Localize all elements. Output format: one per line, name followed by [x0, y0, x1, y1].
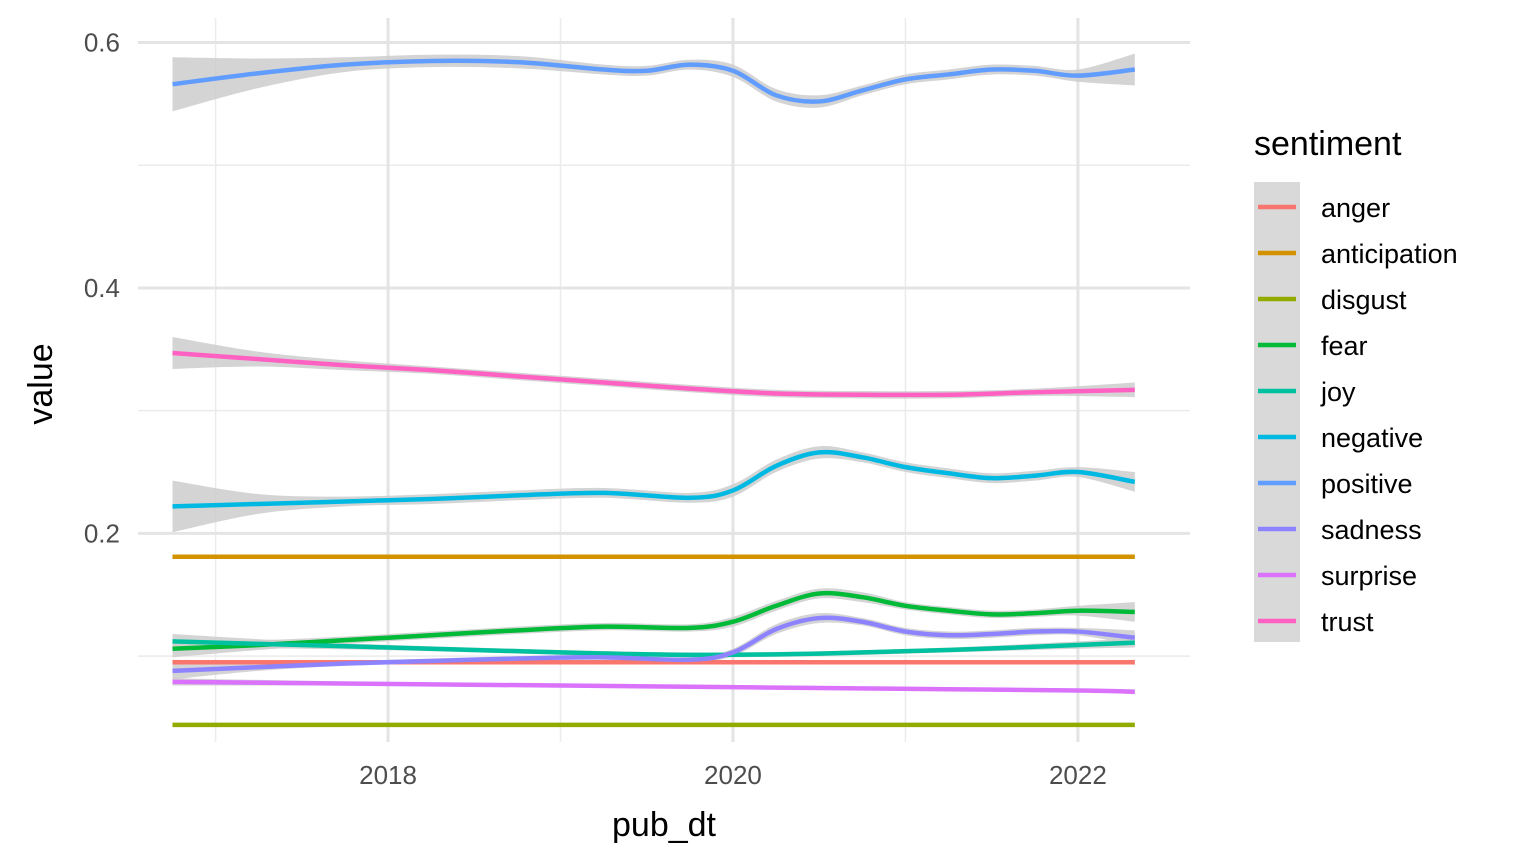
y-axis-title: value [22, 343, 60, 424]
series-line-negative [172, 449, 1136, 509]
x-tick-label: 2022 [1049, 760, 1107, 790]
confidence-band-negative [172, 446, 1135, 533]
grid-lines [138, 18, 1190, 742]
y-tick-label: 0.4 [84, 273, 120, 303]
legend-label-anticipation: anticipation [1321, 239, 1458, 269]
legend-title: sentiment [1254, 125, 1402, 163]
legend-label-sadness: sadness [1321, 515, 1422, 545]
legend-label-negative: negative [1321, 423, 1423, 453]
y-tick-label: 0.6 [84, 28, 120, 58]
legend-label-trust: trust [1321, 607, 1374, 637]
legend-label-disgust: disgust [1321, 285, 1407, 315]
x-axis-title: pub_dt [612, 806, 717, 844]
legend: sentiment anger anticipation disgust fear jo… [1254, 125, 1458, 642]
legend-label-joy: joy [1320, 377, 1356, 407]
legend-label-surprise: surprise [1321, 561, 1417, 591]
series-line-trust [172, 350, 1135, 398]
y-axis-ticks: 0.2 0.4 0.6 [84, 28, 120, 549]
legend-label-positive: positive [1321, 469, 1413, 499]
series-line-sadness [172, 615, 1136, 674]
x-tick-label: 2018 [359, 760, 417, 790]
legend-key-background [1254, 182, 1300, 642]
legend-label-fear: fear [1321, 331, 1368, 361]
series-line-joy [172, 639, 1135, 658]
y-tick-label: 0.2 [84, 518, 120, 548]
x-axis-ticks: 2018 2020 2022 [359, 760, 1107, 790]
series-lines [172, 58, 1136, 728]
legend-items: anger anticipation disgust fear joy negative p… [1258, 193, 1458, 637]
series-line-fear [172, 590, 1135, 651]
series-line-surprise [172, 679, 1135, 694]
x-tick-label: 2020 [704, 760, 762, 790]
series-line-positive [172, 58, 1136, 104]
confidence-band-positive [172, 53, 1135, 112]
legend-label-anger: anger [1321, 193, 1390, 223]
